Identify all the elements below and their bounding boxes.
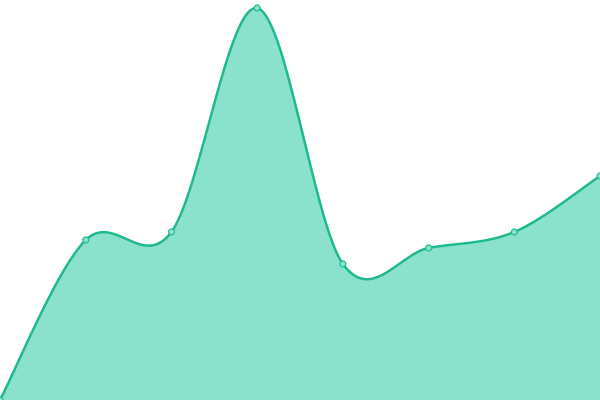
- point-marker: [596, 172, 600, 180]
- point-marker: [253, 4, 261, 12]
- point-marker: [82, 236, 90, 244]
- point-marker: [167, 228, 176, 236]
- point-marker: [0, 396, 4, 400]
- area-fill: [0, 7, 600, 400]
- area-line: [0, 6, 600, 400]
- point-marker: [510, 228, 518, 236]
- point-marker: [339, 260, 347, 268]
- point-marker: [424, 244, 433, 252]
